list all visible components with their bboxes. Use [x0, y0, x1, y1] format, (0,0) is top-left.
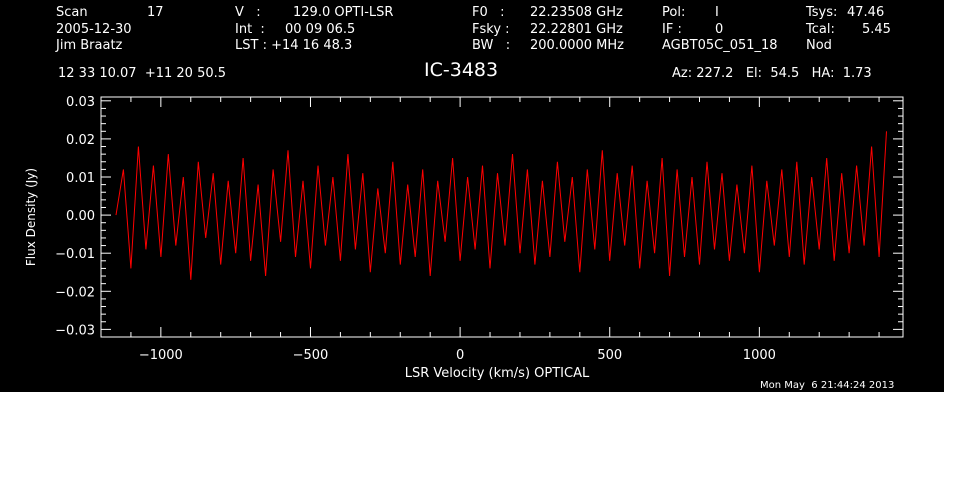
- if-value: 0: [715, 22, 724, 37]
- x-tick-label: −1000: [139, 348, 183, 363]
- observing-mode: Nod: [806, 38, 832, 53]
- x-axis-label: LSR Velocity (km/s) OPTICAL: [405, 366, 590, 381]
- velocity-value: 129.0 OPTI-LSR: [293, 5, 394, 20]
- y-tick-label: −0.01: [55, 247, 95, 262]
- source-coordinates: 12 33 10.07 +11 20 50.5: [58, 66, 227, 81]
- fsky-label: Fsky :: [472, 22, 510, 37]
- f0-label: F0 :: [472, 5, 505, 20]
- integration-label: Int :: [235, 22, 265, 37]
- tsys-value: 47.46: [847, 5, 885, 20]
- y-tick-label: −0.03: [55, 323, 95, 338]
- y-axis-label: Flux Density (Jy): [24, 168, 38, 266]
- polarization-value: I: [715, 5, 719, 20]
- polarization-label: Pol:: [662, 5, 686, 20]
- bandwidth-value: 200.0000 MHz: [530, 38, 624, 53]
- tick-layer: −1000 −500 0 500 1000 −0.03 −0.02 −0.01 0.00 0.01…: [55, 95, 903, 363]
- y-tick-label: 0.01: [66, 171, 95, 186]
- if-label: IF :: [662, 22, 682, 37]
- x-tick-label: 0: [456, 348, 464, 363]
- tcal-label: Tcal:: [806, 22, 835, 37]
- az-el-ha: Az: 227.2 El: 54.5 HA: 1.73: [672, 66, 872, 81]
- scan-label: Scan: [56, 5, 88, 20]
- y-tick-label: −0.02: [55, 285, 95, 300]
- x-tick-label: 500: [597, 348, 622, 363]
- bandwidth-label: BW :: [472, 38, 511, 53]
- observation-date: 2005-12-30: [56, 22, 132, 37]
- plot-frame: [100, 96, 904, 338]
- trace-layer: [115, 131, 887, 280]
- tsys-label: Tsys:: [806, 5, 838, 20]
- plot-timestamp: Mon May 6 21:44:24 2013: [760, 380, 895, 391]
- spectrum-chart: −1000 −500 0 500 1000 −0.03 −0.02 −0.01 0.00 0.01…: [24, 95, 904, 381]
- spectrum-plot-panel: Scan 17 2005-12-30 Jim Braatz 12 33 10.0…: [0, 0, 944, 392]
- tcal-value: 5.45: [862, 22, 891, 37]
- spectrum-trace-0: [115, 131, 887, 280]
- source-name-title: IC-3483: [424, 59, 499, 81]
- y-tick-label: 0.03: [66, 95, 95, 110]
- lst-value: LST : +14 16 48.3: [235, 38, 353, 53]
- scan-value: 17: [147, 5, 164, 20]
- x-tick-label: −500: [293, 348, 329, 363]
- y-tick-label: 0.00: [66, 209, 95, 224]
- x-tick-label: 1000: [743, 348, 776, 363]
- velocity-label: V :: [235, 5, 261, 20]
- observer-name: Jim Braatz: [56, 38, 123, 53]
- f0-value: 22.23508 GHz: [530, 5, 623, 20]
- integration-value: 00 09 06.5: [285, 22, 356, 37]
- fsky-value: 22.22801 GHz: [530, 22, 623, 37]
- project-id: AGBT05C_051_18: [662, 38, 778, 53]
- y-tick-label: 0.02: [66, 133, 95, 148]
